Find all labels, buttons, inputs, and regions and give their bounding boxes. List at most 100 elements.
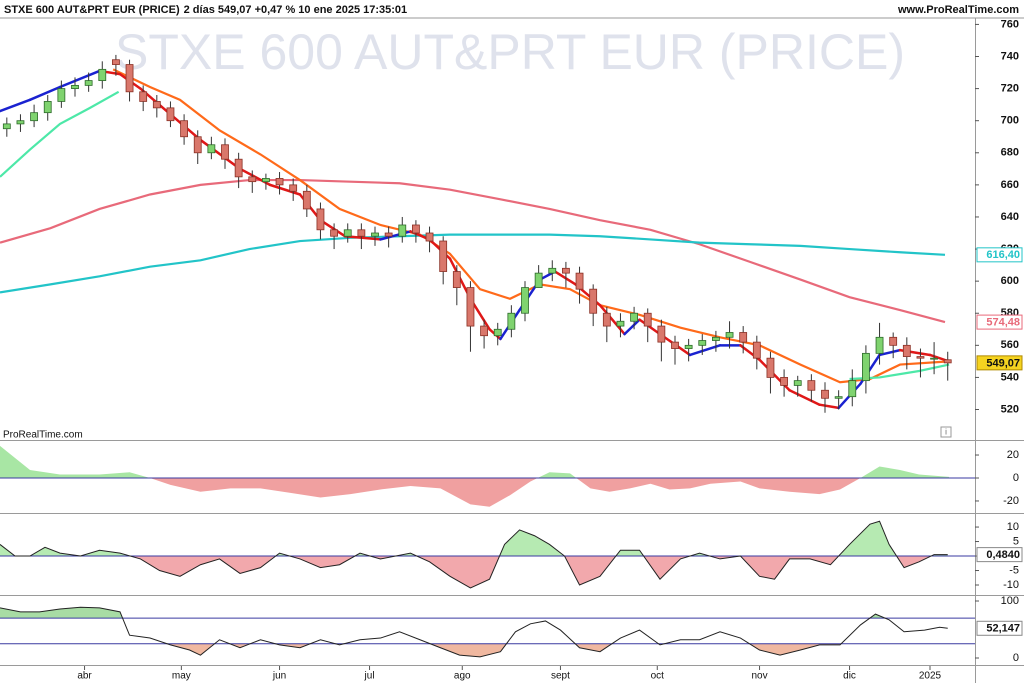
candle-body	[98, 68, 107, 81]
y-tick-label: 760	[1001, 18, 1019, 30]
moving-average-segment	[0, 98, 32, 113]
candle-body	[521, 287, 529, 314]
candle-body	[412, 224, 420, 234]
candle-body	[834, 396, 843, 399]
y-tick-label: 520	[1001, 403, 1019, 415]
moving-average-segment	[688, 344, 722, 357]
negative-fill	[0, 643, 948, 657]
candle-body	[57, 88, 66, 102]
moving-average-segment	[878, 348, 902, 357]
candle-body	[357, 229, 366, 237]
y-tick-label: 540	[1001, 371, 1019, 383]
moving-average-segment	[553, 270, 577, 286]
candle-body	[343, 229, 352, 237]
candle-body	[807, 380, 816, 391]
x-tick-label: sept	[551, 671, 570, 682]
chart-subtitle: 2 días 549,07 +0,47 % 10 ene 2025 17:35:…	[184, 4, 408, 16]
candle-body	[180, 120, 188, 138]
y-tick-label: 100	[1001, 595, 1019, 607]
y-tick-label: 660	[1001, 179, 1019, 191]
candle-body	[848, 380, 857, 398]
y-tick-label: 720	[1001, 83, 1019, 95]
candle-body	[671, 341, 679, 349]
candle-body	[71, 84, 79, 90]
candle-body	[193, 136, 202, 154]
candle-body	[248, 176, 257, 183]
candle-body	[548, 267, 557, 274]
y-tick-label: 5	[1013, 535, 1019, 547]
candle-body	[302, 190, 311, 210]
candle-body	[589, 288, 598, 314]
plot-layer	[0, 54, 975, 658]
info-icon-glyph: i	[945, 428, 947, 437]
x-tick-label: ago	[454, 671, 471, 682]
candle-body	[780, 377, 788, 386]
moving-average-segment	[319, 218, 347, 238]
candle-body	[725, 332, 734, 338]
header-bar	[0, 0, 1024, 18]
candle-body	[916, 356, 925, 359]
positive-fill	[0, 607, 886, 619]
candle-body	[698, 340, 707, 346]
candle-body	[452, 271, 461, 288]
negative-fill	[0, 556, 948, 588]
x-tick-label: oct	[651, 671, 665, 682]
indicator-line	[0, 520, 948, 589]
candle-body	[207, 144, 216, 154]
candle-body	[16, 120, 25, 125]
moving-average-segment	[638, 318, 662, 336]
candle-body	[602, 312, 611, 327]
moving-average-segment	[788, 389, 821, 406]
y-tick-label: 10	[1007, 521, 1019, 533]
x-tick-label: nov	[751, 671, 767, 682]
candle-body	[821, 389, 829, 399]
candle-body	[152, 101, 161, 109]
candle-body	[739, 332, 748, 343]
candle-body	[466, 287, 475, 327]
y-tick-label: -10	[1003, 579, 1019, 591]
candle-body	[125, 64, 134, 93]
source: www.ProRealTime.com	[897, 4, 1019, 16]
y-tick-label: 640	[1001, 211, 1019, 223]
candle-body	[2, 123, 11, 130]
watermark: STXE 600 AUT&PRT EUR (PRICE)	[115, 24, 905, 80]
y-tick-label: 560	[1001, 339, 1019, 351]
header-text: STXE 600 AUT&PRT EUR (PRICE) 2 días 549,0…	[4, 4, 407, 16]
candle-body	[616, 320, 625, 327]
x-tick-label: may	[172, 671, 191, 682]
candle-body	[493, 328, 502, 337]
value-badge	[976, 247, 1023, 263]
footer: ProRealTime.com	[3, 430, 83, 441]
y-tick-label: -20	[1003, 495, 1019, 507]
candle-body	[480, 325, 488, 337]
moving-average	[0, 178, 946, 324]
candle-body	[766, 357, 775, 378]
x-tick-label: 2025	[919, 671, 942, 682]
candle-body	[793, 380, 802, 386]
candle-body	[930, 357, 938, 360]
value-badge-label: 549,07	[986, 357, 1020, 369]
value-badge	[976, 547, 1023, 563]
x-tick-label: abr	[77, 671, 92, 682]
candle-body	[439, 240, 448, 272]
candle-body	[562, 267, 570, 274]
candle-body	[316, 208, 325, 231]
y-tick-label: -5	[1009, 564, 1019, 576]
candle-body	[43, 101, 52, 114]
chart-title: STXE 600 AUT&PRT EUR (PRICE)	[4, 4, 180, 16]
candle-body	[630, 312, 638, 322]
x-tick-label: dic	[843, 671, 856, 682]
candle-body	[643, 312, 652, 327]
x-tick-label: jun	[272, 671, 286, 682]
candle-body	[889, 336, 898, 346]
value-badge-label: 574,48	[986, 317, 1020, 329]
moving-average	[0, 90, 120, 178]
info-icon[interactable]	[940, 426, 952, 438]
value-badge-label: 616,40	[986, 249, 1020, 261]
y-tick-label: 0	[1013, 652, 1019, 664]
candle-body	[507, 312, 516, 330]
candle-body	[862, 352, 870, 382]
moving-average	[0, 233, 946, 294]
candle-body	[30, 112, 38, 122]
y-tick-label: 680	[1001, 147, 1019, 159]
